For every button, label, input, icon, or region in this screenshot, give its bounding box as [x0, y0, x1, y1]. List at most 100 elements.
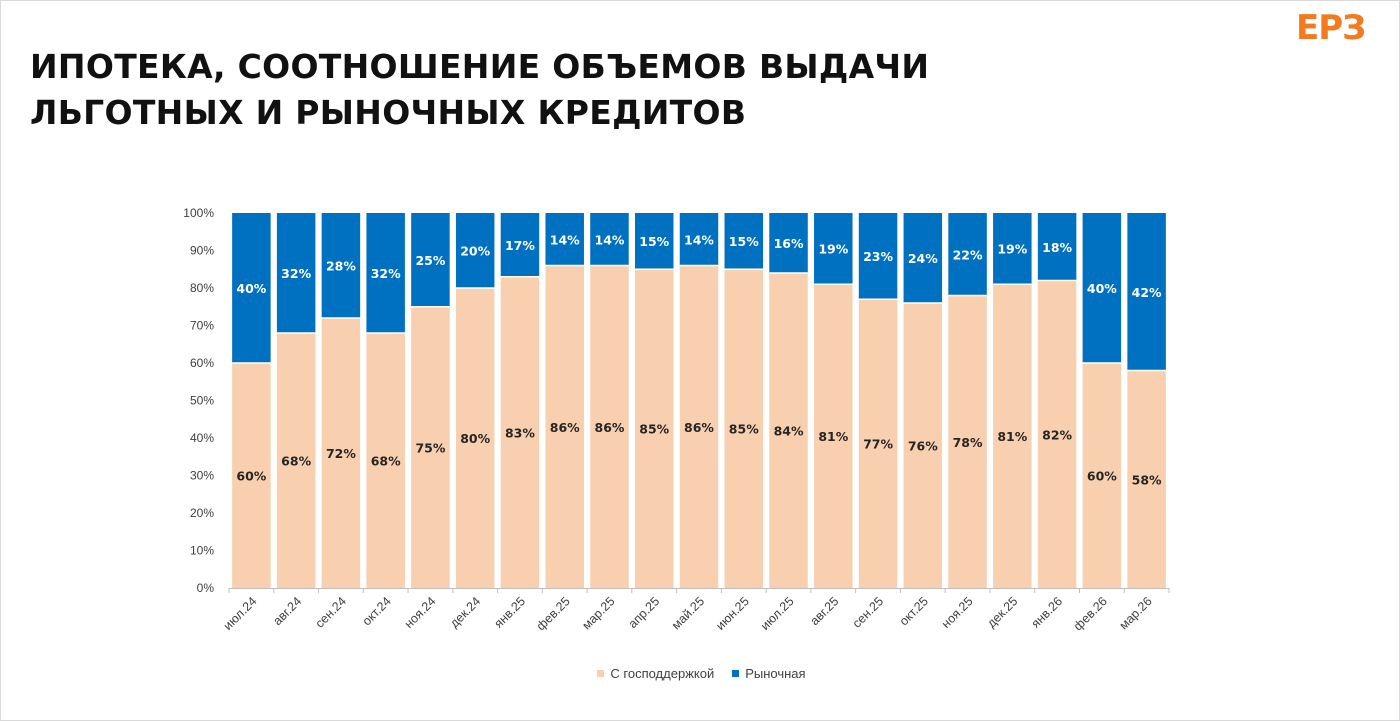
- x-tick-label: апр.25: [626, 594, 663, 631]
- y-tick-label: 60%: [190, 356, 214, 370]
- bar-market: [769, 213, 808, 273]
- y-tick-label: 70%: [190, 319, 214, 333]
- x-tick-label: ноя.25: [939, 594, 976, 631]
- data-label-market: 40%: [236, 281, 266, 296]
- data-label-subsidized: 85%: [639, 422, 669, 437]
- bar-subsidized: [366, 333, 405, 588]
- bar-market: [993, 213, 1032, 285]
- data-label-subsidized: 84%: [774, 424, 804, 439]
- data-label-market: 40%: [1087, 281, 1117, 296]
- x-tick-label: сен.25: [850, 594, 886, 630]
- data-label-market: 14%: [550, 232, 580, 247]
- legend-item-subsidized: С господдержкой: [597, 666, 714, 681]
- bar-market: [321, 213, 361, 318]
- data-label-subsidized: 60%: [1087, 469, 1117, 484]
- bar-subsidized: [1082, 363, 1122, 588]
- y-tick-label: 80%: [190, 281, 214, 295]
- data-label-market: 16%: [774, 236, 804, 251]
- legend-label-market: Рыночная: [745, 666, 806, 681]
- bar-market: [1037, 213, 1077, 281]
- x-tick-label: июл.24: [221, 594, 260, 633]
- x-tick-label: окт.24: [360, 594, 394, 628]
- bar-market: [1082, 213, 1122, 363]
- x-tick-label: мар.26: [1117, 594, 1155, 632]
- legend-swatch-market: [732, 670, 740, 677]
- x-tick-label: дек.25: [984, 594, 1020, 630]
- x-tick-label: мар.25: [580, 594, 618, 632]
- data-label-subsidized: 85%: [729, 422, 759, 437]
- bar-market: [858, 213, 898, 300]
- x-tick-label: май.25: [669, 594, 707, 632]
- x-tick-label: окт.25: [897, 594, 931, 628]
- data-label-market: 22%: [953, 247, 983, 262]
- data-label-market: 24%: [908, 251, 938, 266]
- title-line-2: ЛЬГОТНЫХ И РЫНОЧНЫХ КРЕДИТОВ: [30, 93, 747, 132]
- bar-market: [903, 213, 943, 303]
- bar-market: [1127, 213, 1166, 371]
- y-tick-label: 30%: [190, 469, 214, 483]
- data-label-market: 15%: [639, 234, 669, 249]
- y-tick-label: 90%: [190, 244, 214, 258]
- x-tick-label: янв.26: [1029, 594, 1066, 631]
- data-label-subsidized: 75%: [415, 440, 445, 455]
- data-label-market: 23%: [863, 249, 893, 264]
- bar-market: [724, 213, 764, 270]
- bar-subsidized: [769, 273, 808, 588]
- bar-subsidized: [321, 318, 361, 588]
- x-tick-label: июл.25: [758, 594, 797, 633]
- title-line-1: ИПОТЕКА, СООТНОШЕНИЕ ОБЪЕМОВ ВЫДАЧИ: [30, 47, 930, 86]
- data-label-subsidized: 58%: [1132, 472, 1162, 487]
- data-label-subsidized: 77%: [863, 437, 893, 452]
- data-label-market: 19%: [818, 242, 848, 257]
- data-label-subsidized: 68%: [371, 454, 401, 469]
- bar-subsidized: [993, 284, 1032, 588]
- bar-subsidized: [590, 265, 629, 588]
- data-label-market: 19%: [997, 242, 1027, 257]
- chart-legend: С господдержкой Рыночная: [0, 666, 1400, 681]
- bar-market: [411, 213, 450, 307]
- bar-market: [276, 213, 316, 333]
- bar-subsidized: [903, 303, 943, 588]
- data-label-subsidized: 60%: [236, 469, 266, 484]
- bar-subsidized: [1037, 280, 1077, 588]
- data-label-market: 32%: [281, 266, 311, 281]
- bar-subsidized: [455, 288, 495, 588]
- data-label-market: 17%: [505, 238, 535, 253]
- data-label-subsidized: 82%: [1042, 427, 1072, 442]
- x-tick-label: июн.25: [713, 594, 752, 633]
- page-title: ИПОТЕКА, СООТНОШЕНИЕ ОБЪЕМОВ ВЫДАЧИ ЛЬГО…: [30, 44, 929, 136]
- legend-label-subsidized: С господдержкой: [610, 666, 715, 681]
- bar-market: [455, 213, 495, 288]
- y-tick-label: 100%: [183, 206, 214, 220]
- legend-item-market: Рыночная: [732, 666, 806, 681]
- data-label-market: 28%: [326, 259, 356, 274]
- bar-subsidized: [679, 265, 719, 588]
- bar-subsidized: [948, 295, 987, 588]
- data-label-subsidized: 81%: [818, 429, 848, 444]
- bar-market: [500, 213, 540, 277]
- x-tick-label: дек.24: [447, 594, 483, 630]
- legend-swatch-subsidized: [597, 670, 605, 677]
- y-tick-label: 0%: [197, 581, 215, 595]
- bar-market: [545, 213, 584, 266]
- bar-subsidized: [232, 363, 271, 588]
- y-tick-label: 10%: [190, 544, 214, 558]
- bar-subsidized: [545, 265, 584, 588]
- data-label-subsidized: 86%: [550, 420, 580, 435]
- bar-subsidized: [276, 333, 316, 588]
- data-label-subsidized: 86%: [595, 420, 625, 435]
- bar-subsidized: [500, 276, 540, 588]
- data-label-subsidized: 68%: [281, 454, 311, 469]
- x-tick-label: фев.26: [1071, 594, 1110, 633]
- bar-market: [590, 213, 629, 266]
- data-label-market: 14%: [595, 232, 625, 247]
- data-label-market: 42%: [1132, 285, 1162, 300]
- bar-subsidized: [814, 284, 853, 588]
- x-tick-label: авг.25: [807, 594, 841, 628]
- y-tick-label: 40%: [190, 431, 214, 445]
- y-tick-label: 50%: [190, 394, 214, 408]
- bar-subsidized: [634, 269, 674, 588]
- data-label-subsidized: 76%: [908, 439, 938, 454]
- data-label-market: 25%: [415, 253, 445, 268]
